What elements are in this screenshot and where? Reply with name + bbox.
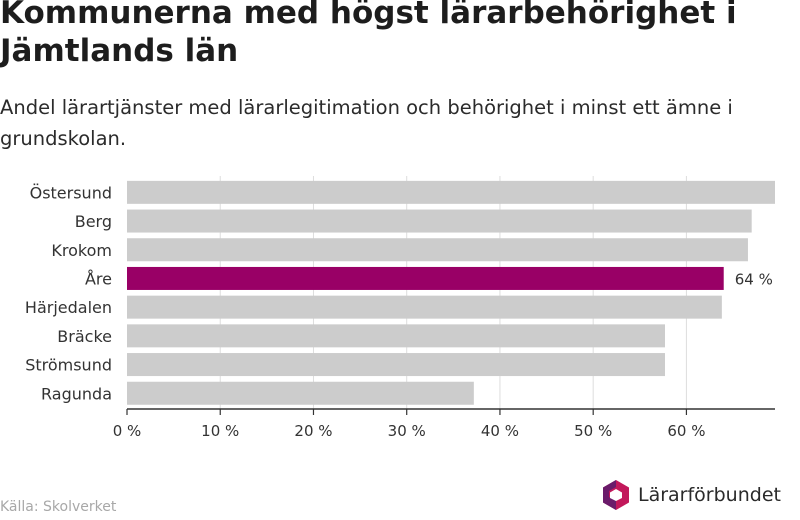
- category-label: Ragunda: [41, 384, 112, 403]
- chart-subtitle: Andel lärartjänster med lärarlegitimatio…: [0, 96, 733, 150]
- category-label: Östersund: [30, 183, 112, 202]
- category-label: Bräcke: [57, 327, 112, 346]
- category-label: Krokom: [51, 241, 112, 260]
- x-tick-label: 0 %: [113, 422, 142, 440]
- category-label: Åre: [85, 269, 112, 288]
- x-tick-label: 40 %: [481, 422, 519, 440]
- category-label: Strömsund: [25, 356, 112, 375]
- category-label: Härjedalen: [25, 298, 112, 317]
- chart-title: Kommunerna med högst lärarbehörighet i J…: [0, 0, 737, 69]
- bar: [127, 180, 775, 204]
- x-tick-label: 10 %: [201, 422, 239, 440]
- source-note: Källa: Skolverket: [0, 499, 117, 515]
- bar: [127, 238, 748, 262]
- bar: [127, 266, 724, 290]
- bar: [127, 381, 474, 405]
- x-tick-label: 50 %: [574, 422, 612, 440]
- x-tick-label: 30 %: [388, 422, 426, 440]
- bar: [127, 324, 665, 348]
- x-tick-label: 20 %: [294, 422, 332, 440]
- brand-name: Lärarförbundet: [638, 484, 781, 506]
- category-label: Berg: [75, 212, 112, 231]
- hexagon-logo-icon: [603, 480, 629, 510]
- data-label: 64 %: [735, 270, 773, 288]
- bar: [127, 353, 665, 377]
- brand-logo: Lärarförbundet: [600, 476, 781, 514]
- bar: [127, 295, 722, 319]
- bar: [127, 209, 752, 233]
- bar-chart: Östersund Berg Krokom Åre Härjedalen Bräcke St…: [25, 176, 775, 440]
- x-tick-label: 60 %: [667, 422, 705, 440]
